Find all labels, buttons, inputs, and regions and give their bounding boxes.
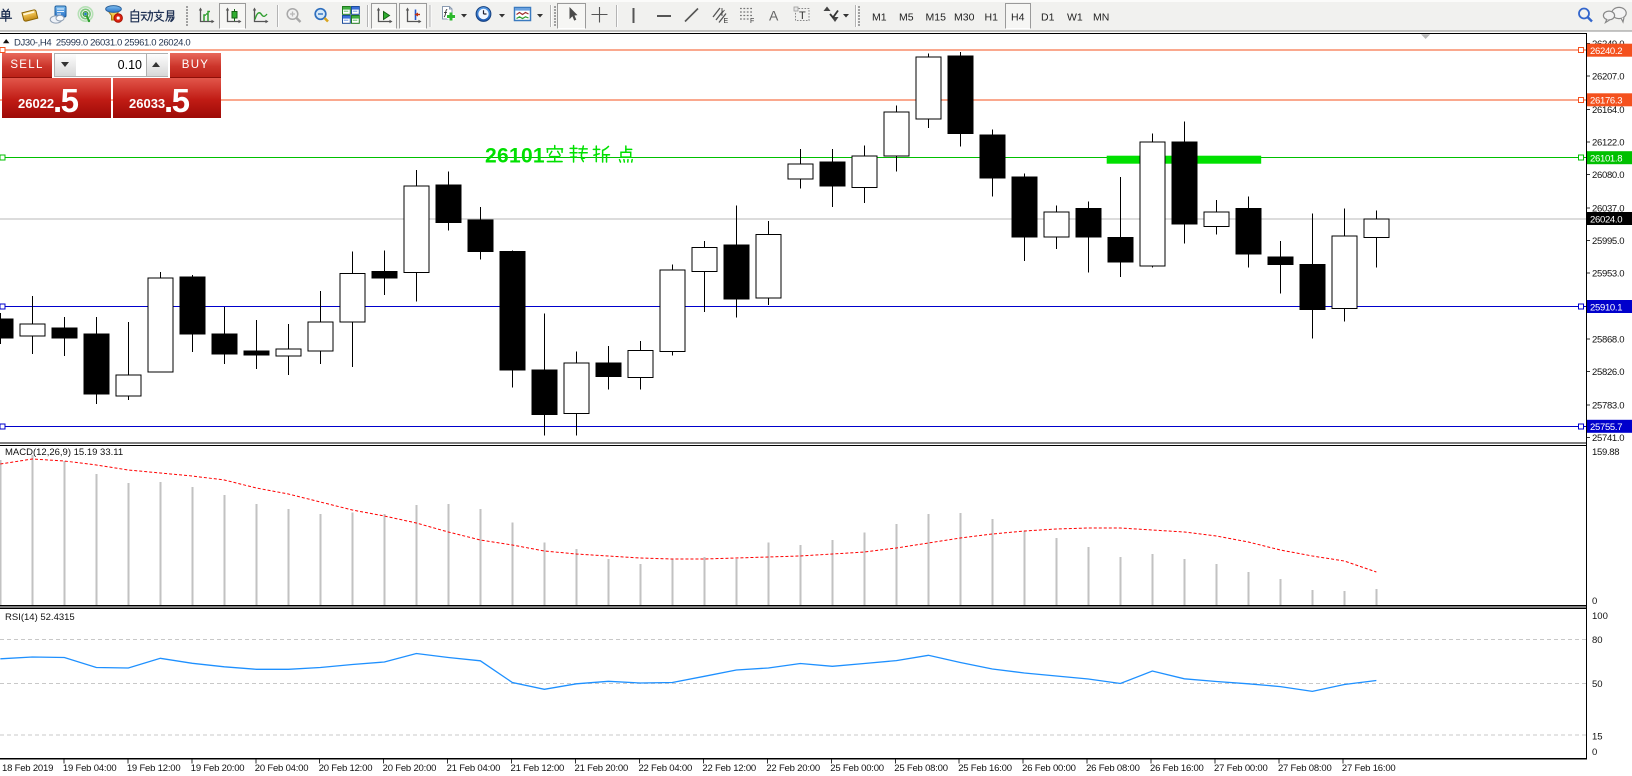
svg-text:25783.0: 25783.0 <box>1592 401 1624 412</box>
svg-text:21 Feb 20:00: 21 Feb 20:00 <box>575 763 629 774</box>
svg-text:20 Feb 12:00: 20 Feb 12:00 <box>319 763 373 774</box>
svg-text:15: 15 <box>1592 732 1603 743</box>
svg-text:M5: M5 <box>899 12 914 24</box>
svg-text:26 Feb 16:00: 26 Feb 16:00 <box>1150 763 1204 774</box>
svg-text:26024.0: 26024.0 <box>1590 214 1622 225</box>
svg-text:27 Feb 00:00: 27 Feb 00:00 <box>1214 763 1268 774</box>
svg-text:0: 0 <box>1592 747 1597 758</box>
svg-text:DJ30-,H4 25999.0 26031.0 2596: DJ30-,H4 25999.0 26031.0 25961.0 26024.0 <box>14 37 190 48</box>
svg-text:25 Feb 00:00: 25 Feb 00:00 <box>830 763 884 774</box>
svg-text:D1: D1 <box>1041 12 1055 24</box>
svg-text:25995.0: 25995.0 <box>1592 236 1624 247</box>
svg-text:26176.3: 26176.3 <box>1590 96 1622 107</box>
svg-text:21 Feb 12:00: 21 Feb 12:00 <box>511 763 565 774</box>
svg-text:22 Feb 20:00: 22 Feb 20:00 <box>766 763 820 774</box>
svg-text:M30: M30 <box>954 12 975 24</box>
svg-text:26122.0: 26122.0 <box>1592 137 1624 148</box>
svg-text:19 Feb 20:00: 19 Feb 20:00 <box>191 763 245 774</box>
svg-text:W1: W1 <box>1067 12 1083 24</box>
svg-text:M15: M15 <box>926 12 947 24</box>
svg-text:H1: H1 <box>985 12 999 24</box>
svg-text:19 Feb 12:00: 19 Feb 12:00 <box>127 763 181 774</box>
svg-text:25826.0: 25826.0 <box>1592 367 1624 378</box>
svg-text:20 Feb 20:00: 20 Feb 20:00 <box>383 763 437 774</box>
svg-text:100: 100 <box>1592 611 1608 622</box>
svg-text:26101.8: 26101.8 <box>1590 154 1622 165</box>
svg-text:26 Feb 08:00: 26 Feb 08:00 <box>1086 763 1140 774</box>
svg-text:25868.0: 25868.0 <box>1592 335 1624 346</box>
svg-text:18 Feb 2019: 18 Feb 2019 <box>2 763 53 774</box>
svg-text:19 Feb 04:00: 19 Feb 04:00 <box>63 763 117 774</box>
svg-text:25 Feb 16:00: 25 Feb 16:00 <box>958 763 1012 774</box>
svg-text:25741.0: 25741.0 <box>1592 433 1624 444</box>
svg-text:27 Feb 16:00: 27 Feb 16:00 <box>1342 763 1396 774</box>
svg-text:26080.0: 26080.0 <box>1592 170 1624 181</box>
svg-text:22 Feb 04:00: 22 Feb 04:00 <box>638 763 692 774</box>
svg-text:H4: H4 <box>1011 12 1025 24</box>
svg-text:50: 50 <box>1592 679 1603 690</box>
svg-text:159.88: 159.88 <box>1592 447 1619 458</box>
svg-text:25910.1: 25910.1 <box>1590 302 1622 313</box>
svg-text:25 Feb 08:00: 25 Feb 08:00 <box>894 763 948 774</box>
svg-text:27 Feb 08:00: 27 Feb 08:00 <box>1278 763 1332 774</box>
svg-text:25755.7: 25755.7 <box>1590 422 1622 433</box>
svg-text:20 Feb 04:00: 20 Feb 04:00 <box>255 763 309 774</box>
svg-text:26037.0: 26037.0 <box>1592 203 1624 214</box>
svg-text:E: E <box>724 18 729 25</box>
svg-text:26240.2: 26240.2 <box>1590 46 1622 57</box>
svg-text:25953.0: 25953.0 <box>1592 269 1624 280</box>
svg-text:21 Feb 04:00: 21 Feb 04:00 <box>447 763 501 774</box>
svg-text:26101: 26101 <box>485 145 545 168</box>
svg-text:26164.0: 26164.0 <box>1592 105 1624 116</box>
svg-text:A: A <box>769 8 779 24</box>
svg-text:RSI(14) 52.4315: RSI(14) 52.4315 <box>5 612 75 623</box>
svg-text:M1: M1 <box>872 12 887 24</box>
svg-text:0: 0 <box>1592 596 1597 607</box>
svg-text:80: 80 <box>1592 635 1603 646</box>
svg-text:T: T <box>799 10 806 22</box>
svg-text:MACD(12,26,9) 15.19 33.11: MACD(12,26,9) 15.19 33.11 <box>5 447 123 458</box>
svg-text:MN: MN <box>1093 12 1109 24</box>
svg-text:26207.0: 26207.0 <box>1592 72 1624 83</box>
svg-text:F: F <box>750 18 754 25</box>
svg-text:26 Feb 00:00: 26 Feb 00:00 <box>1022 763 1076 774</box>
svg-text:22 Feb 12:00: 22 Feb 12:00 <box>702 763 756 774</box>
